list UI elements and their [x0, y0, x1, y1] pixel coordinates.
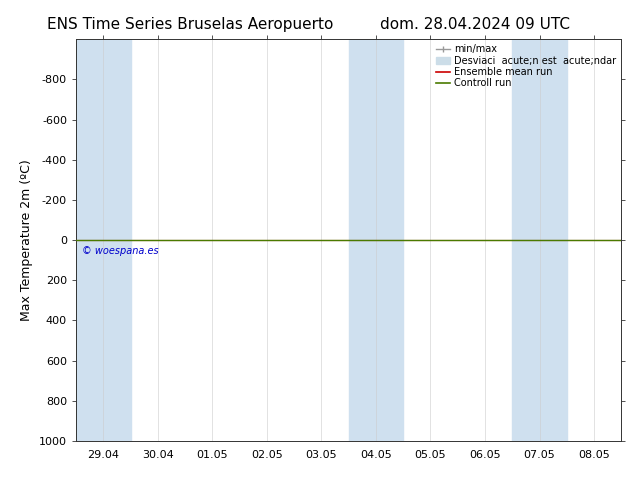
Text: dom. 28.04.2024 09 UTC: dom. 28.04.2024 09 UTC [380, 17, 571, 32]
Text: ENS Time Series Bruselas Aeropuerto: ENS Time Series Bruselas Aeropuerto [47, 17, 333, 32]
Bar [512, 39, 567, 441]
Bar [76, 39, 131, 441]
Bar [349, 39, 403, 441]
Legend: min/max, Desviaci  acute;n est  acute;ndar, Ensemble mean run, Controll run: min/max, Desviaci acute;n est acute;ndar… [434, 42, 618, 90]
Y-axis label: Max Temperature 2m (ºC): Max Temperature 2m (ºC) [20, 159, 34, 321]
Text: © woespana.es: © woespana.es [82, 246, 158, 256]
